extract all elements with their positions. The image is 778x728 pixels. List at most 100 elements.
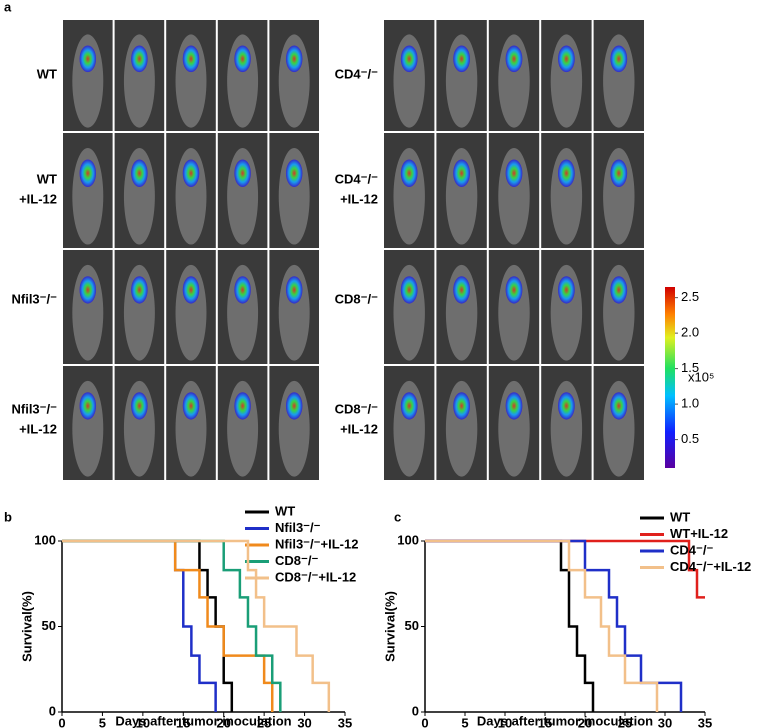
legend-label: Nfil3⁻/⁻ (275, 520, 321, 535)
signal (610, 159, 628, 188)
group-label: +IL-12 (19, 191, 57, 206)
signal (79, 276, 97, 304)
survival-curve (425, 539, 705, 599)
x-tick-label: 30 (658, 715, 672, 728)
signal (558, 392, 575, 420)
group-label: WT (37, 66, 57, 81)
panel-label: b (4, 509, 12, 524)
group-label: +IL-12 (340, 191, 378, 206)
colorbar-tick-label: 0.5 (681, 431, 699, 446)
y-tick-label: 100 (34, 532, 56, 547)
signal (453, 276, 470, 304)
x-tick-label: 25 (618, 715, 632, 728)
signal (285, 45, 303, 73)
signal (558, 159, 575, 188)
y-tick-label: 100 (397, 532, 419, 547)
legend-label: CD4⁻/⁻ (670, 542, 713, 557)
y-tick-label: 0 (412, 703, 419, 718)
legend-label: WT (670, 509, 690, 524)
signal (453, 159, 470, 188)
signal (234, 159, 251, 188)
x-tick-label: 20 (578, 715, 592, 728)
survival-curve (62, 539, 234, 712)
group-label: WT (37, 171, 57, 186)
signal (610, 45, 628, 73)
legend-label: CD4⁻/⁻+IL-12 (670, 559, 751, 574)
signal (182, 159, 200, 188)
signal (505, 45, 523, 73)
survival-curve (425, 539, 595, 712)
survival-curve (62, 539, 217, 712)
colorbar-tick-label: 1.0 (681, 396, 699, 411)
colorbar-unit: x10⁵ (688, 369, 714, 384)
signal (400, 392, 418, 420)
signal (79, 392, 97, 420)
x-tick-label: 15 (176, 715, 190, 728)
signal (234, 45, 251, 73)
panel-label: c (394, 509, 401, 524)
signal (558, 276, 575, 304)
survival-curve (425, 539, 659, 712)
x-axis-label: Days after tumor inoculation (477, 713, 653, 728)
y-axis-label: Survival(%) (382, 591, 397, 662)
colorbar-tick-label: 2.0 (681, 325, 699, 340)
group-label: CD8⁻/⁻ (335, 401, 378, 416)
survival-curve (62, 539, 331, 712)
colorbar (665, 287, 675, 468)
x-tick-label: 5 (461, 715, 468, 728)
signal (79, 159, 97, 188)
legend-label: Nfil3⁻/⁻+IL-12 (275, 536, 358, 551)
signal (400, 159, 418, 188)
group-label: +IL-12 (19, 421, 57, 436)
signal (505, 392, 523, 420)
group-label: Nfil3⁻/⁻ (11, 401, 57, 416)
signal (400, 45, 418, 73)
x-tick-label: 10 (498, 715, 512, 728)
group-label: CD8⁻/⁻ (335, 291, 378, 306)
survival-curve (62, 539, 274, 712)
signal (453, 45, 470, 73)
signal (182, 276, 200, 304)
signal (234, 392, 251, 420)
x-tick-label: 20 (216, 715, 230, 728)
group-label: CD4⁻/⁻ (335, 171, 378, 186)
x-tick-label: 0 (58, 715, 65, 728)
colorbar-tick-label: 2.5 (681, 289, 699, 304)
signal (610, 392, 628, 420)
signal (131, 159, 148, 188)
x-tick-label: 0 (421, 715, 428, 728)
group-label: CD4⁻/⁻ (335, 66, 378, 81)
legend-label: WT (275, 503, 295, 518)
x-tick-label: 5 (99, 715, 106, 728)
signal (79, 45, 97, 73)
signal (558, 45, 575, 73)
y-tick-label: 0 (49, 703, 56, 718)
panel-label: a (4, 0, 12, 14)
signal (505, 159, 523, 188)
colorbar-tick-label: 1.5 (681, 360, 699, 375)
signal (285, 392, 303, 420)
signal (285, 276, 303, 304)
group-label: Nfil3⁻/⁻ (11, 291, 57, 306)
group-label: +IL-12 (340, 421, 378, 436)
signal (400, 276, 418, 304)
x-tick-label: 35 (698, 715, 712, 728)
signal (182, 392, 200, 420)
signal (234, 276, 251, 304)
y-axis-label: Survival(%) (19, 591, 34, 662)
signal (131, 45, 148, 73)
signal (285, 159, 303, 188)
legend-label: CD8⁻/⁻+IL-12 (275, 569, 356, 584)
y-tick-label: 50 (405, 618, 419, 633)
signal (505, 276, 523, 304)
x-tick-label: 15 (538, 715, 552, 728)
legend-label: WT+IL-12 (670, 526, 728, 541)
signal (610, 276, 628, 304)
x-tick-label: 10 (136, 715, 150, 728)
signal (131, 276, 148, 304)
signal (453, 392, 470, 420)
legend-label: CD8⁻/⁻ (275, 553, 318, 568)
x-tick-label: 30 (297, 715, 311, 728)
signal (182, 45, 200, 73)
